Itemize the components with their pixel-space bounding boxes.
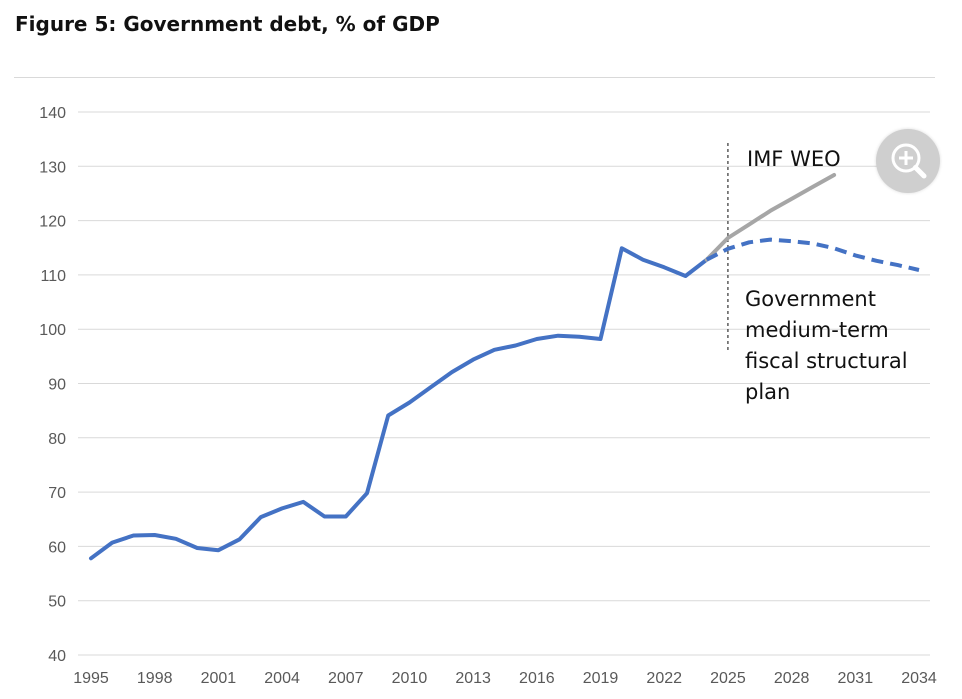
y-tick-label: 120	[39, 214, 66, 231]
y-tick-label: 90	[48, 377, 66, 394]
series-lines	[89, 173, 920, 561]
series-imf-line	[704, 173, 837, 262]
x-tick-label: 2004	[264, 670, 300, 687]
x-tick-label: 2031	[838, 670, 874, 687]
annotation-line: IMF WEO	[747, 147, 841, 171]
y-tick-label: 130	[39, 159, 66, 176]
annotations: IMF WEO Government medium-term fiscal struc…	[745, 147, 908, 404]
annotation-plan: Government medium-term fiscal structural pl…	[745, 287, 908, 404]
x-tick-label: 2022	[646, 670, 682, 687]
annotation-line: fiscal structural	[745, 349, 908, 373]
x-tick-label: 2010	[392, 670, 428, 687]
gridlines	[78, 111, 930, 656]
series-plan-line	[705, 237, 920, 272]
x-tick-label: 2025	[710, 670, 746, 687]
x-tick-label: 2019	[583, 670, 619, 687]
y-tick-label: 140	[39, 105, 66, 122]
x-tick-label: 2016	[519, 670, 555, 687]
title-divider	[14, 77, 935, 78]
x-tick-label: 1998	[137, 670, 173, 687]
figure-title: Figure 5: Government debt, % of GDP	[15, 12, 440, 36]
x-axis-ticks: 1995 1998 2001 2004 2007 2010 2013 2016 2019 2022…	[73, 670, 937, 687]
x-tick-label: 2028	[774, 670, 810, 687]
x-tick-label: 2001	[201, 670, 237, 687]
x-tick-label: 2007	[328, 670, 364, 687]
zoom-button[interactable]	[876, 129, 940, 193]
series-historical-line	[89, 246, 709, 561]
annotation-line: plan	[745, 380, 790, 404]
x-tick-label: 2013	[455, 670, 491, 687]
y-tick-label: 70	[48, 485, 66, 502]
x-tick-label: 1995	[73, 670, 109, 687]
y-tick-label: 80	[48, 431, 66, 448]
annotation-line: Government	[745, 287, 876, 311]
y-tick-label: 40	[48, 648, 66, 665]
y-axis-ticks: 40 50 60 70 80 90 100 110 120 130 140	[39, 105, 66, 665]
zoom-in-icon	[891, 143, 927, 179]
y-tick-label: 50	[48, 594, 66, 611]
y-tick-label: 60	[48, 539, 66, 556]
x-tick-label: 2034	[901, 670, 937, 687]
annotation-imf: IMF WEO	[747, 147, 841, 171]
annotation-line: medium-term	[745, 318, 889, 342]
y-tick-label: 110	[40, 268, 66, 285]
y-tick-label: 100	[39, 322, 66, 339]
